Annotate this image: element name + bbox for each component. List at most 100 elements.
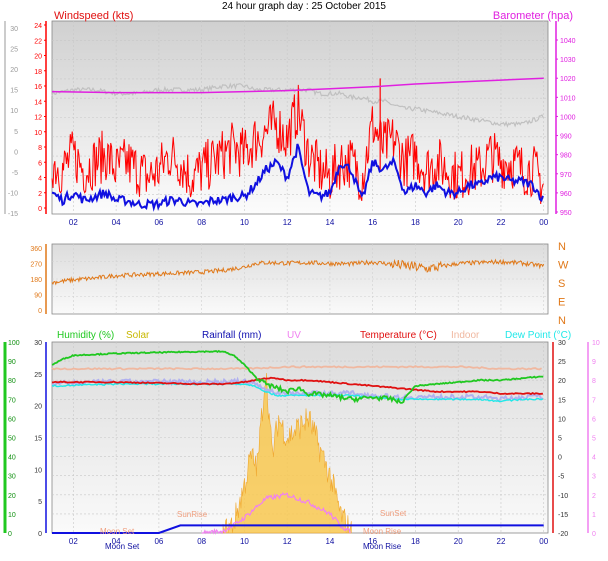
uv-tick-label: 10	[592, 340, 600, 347]
compass-tick-label: N	[558, 315, 566, 327]
wind-tick-label: 8	[38, 145, 42, 152]
x-tick-label: 20	[454, 537, 463, 546]
humidity-line	[51, 349, 544, 405]
barometer-legend-label: Barometer (hpa)	[493, 10, 573, 22]
sunrise-label: SunRise	[177, 510, 208, 519]
x-tick-label: 08	[197, 218, 206, 227]
legend-label: Dew Point (°C)	[505, 330, 571, 341]
wind-tick-label: 18	[34, 69, 42, 76]
rainfall-tick-label: 10	[34, 467, 42, 474]
barometer-tick-label: 1030	[560, 57, 576, 64]
wind-tick-label: 12	[34, 115, 42, 122]
barometer-tick-label: 980	[560, 153, 572, 160]
uv-tick-label: 2	[592, 493, 596, 500]
rainfall-tick-label: 15	[34, 436, 42, 443]
temperature-tick-label: 20	[558, 378, 566, 385]
uv-tick-label: 0	[592, 531, 596, 538]
wind-average-line	[51, 143, 544, 212]
x-tick-label: 18	[411, 218, 420, 227]
barometer-tick-label: 960	[560, 191, 572, 198]
uv-tick-label: 5	[592, 436, 596, 443]
wind-gust-line	[51, 84, 545, 205]
moon-set-label: Moon Set	[105, 542, 140, 551]
barometer-tick-label: 970	[560, 172, 572, 179]
x-tick-label: 20	[454, 218, 463, 227]
rainfall-tick-label: 30	[34, 340, 42, 347]
uv-tick-label: 1	[592, 512, 596, 519]
barometer-line	[51, 77, 544, 94]
x-tick-label: 22	[497, 218, 506, 227]
legend-label: Solar	[126, 330, 150, 341]
sunset-label: SunSet	[380, 509, 407, 518]
moon-rise-label: Moon Rise	[363, 542, 402, 551]
solar-area	[222, 372, 352, 534]
legend-label: UV	[287, 330, 301, 341]
moon-rise-faint-label: Moon Rise	[363, 527, 402, 536]
wind-legend-label: Windspeed (kts)	[54, 10, 133, 22]
temperature-tick-label: -15	[558, 512, 568, 519]
x-tick-label: 04	[112, 537, 121, 546]
direction-tick-label: 360	[30, 246, 42, 253]
chart-title: 24 hour graph day : 25 October 2015	[222, 1, 386, 12]
indoor-temperature-line	[51, 365, 543, 371]
rainfall-tick-label: 20	[34, 404, 42, 411]
temperature-tick-label: -10	[558, 493, 568, 500]
direction-tick-label: 0	[38, 308, 42, 315]
compass-tick-label: W	[558, 260, 569, 272]
humidity-tick-label: 90	[8, 359, 16, 366]
outer-left-tick-label: 5	[14, 129, 18, 136]
temperature-tick-label: 30	[558, 340, 566, 347]
uv-tick-label: 6	[592, 416, 596, 423]
wind-tick-label: 2	[38, 191, 42, 198]
wind-tick-label: 6	[38, 160, 42, 167]
moon-set-faint-label: Moon Set	[100, 527, 135, 536]
x-tick-label: 00	[539, 218, 548, 227]
temperature-tick-label: -5	[558, 474, 564, 481]
outer-left-tick-label: 20	[10, 67, 18, 74]
legend-label: Indoor	[451, 330, 480, 341]
temperature-tick-label: 10	[558, 416, 566, 423]
dew-point-line	[51, 382, 544, 403]
outer-left-tick-label: -5	[12, 170, 18, 177]
wind-tick-label: 0	[38, 206, 42, 213]
temperature-tick-label: 15	[558, 397, 566, 404]
outer-left-tick-label: 0	[14, 149, 18, 156]
wind-tick-label: 20	[34, 54, 42, 61]
x-tick-label: 22	[497, 537, 506, 546]
outer-left-tick-label: -15	[8, 211, 18, 218]
wind-tick-label: 24	[34, 23, 42, 30]
x-tick-label: 16	[368, 218, 377, 227]
barometer-tick-label: 1040	[560, 38, 576, 45]
temperature-tick-label: 25	[558, 359, 566, 366]
humidity-tick-label: 70	[8, 397, 16, 404]
humidity-tick-label: 20	[8, 493, 16, 500]
legend-label: Rainfall (mm)	[202, 330, 261, 341]
wind-tick-label: 10	[34, 130, 42, 137]
outer-left-tick-label: 25	[10, 47, 18, 54]
direction-tick-label: 90	[34, 293, 42, 300]
rainfall-tick-label: 25	[34, 372, 42, 379]
humidity-tick-label: 60	[8, 416, 16, 423]
barometer-tick-label: 990	[560, 134, 572, 141]
uv-line	[201, 492, 351, 535]
direction-tick-label: 270	[30, 262, 42, 269]
wind-tick-label: 4	[38, 176, 42, 183]
wind-direction-line	[51, 258, 545, 286]
legend-label: Temperature (°C)	[360, 330, 437, 341]
compass-tick-label: N	[558, 241, 566, 253]
x-tick-label: 06	[154, 218, 163, 227]
humidity-tick-label: 80	[8, 378, 16, 385]
uv-tick-label: 9	[592, 359, 596, 366]
x-tick-label: 06	[154, 537, 163, 546]
x-tick-label: 14	[325, 218, 334, 227]
temperature-tick-label: -20	[558, 531, 568, 538]
barometer-tick-label: 1000	[560, 114, 576, 121]
x-tick-label: 02	[69, 537, 78, 546]
x-tick-label: 16	[368, 537, 377, 546]
wind-tick-label: 22	[34, 38, 42, 45]
compass-tick-label: S	[558, 278, 565, 290]
humidity-tick-label: 30	[8, 474, 16, 481]
outer-left-tick-label: -10	[8, 190, 18, 197]
outer-left-tick-label: 15	[10, 88, 18, 95]
humidity-tick-label: 50	[8, 436, 16, 443]
